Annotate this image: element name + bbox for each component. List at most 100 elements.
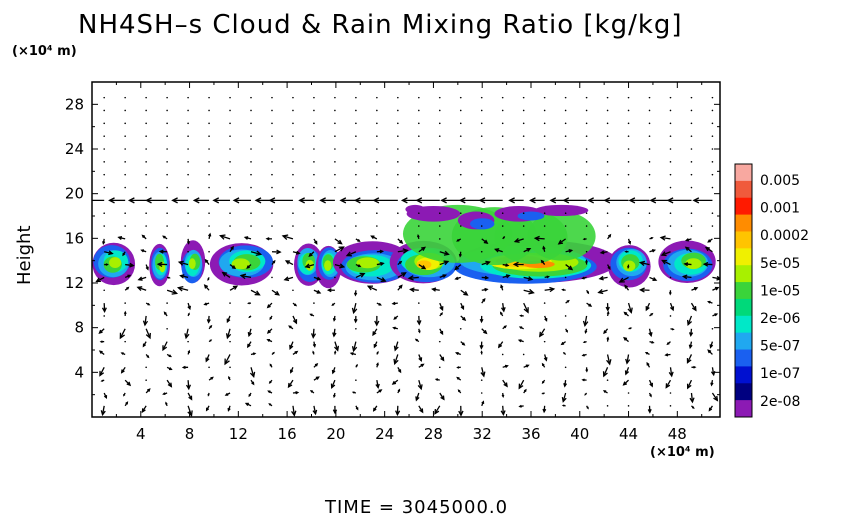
wind-arrow-head [660, 251, 667, 257]
wind-dot [397, 186, 399, 189]
wind-dot [606, 96, 609, 99]
x-tick-label: 12 [229, 425, 248, 443]
wind-arrow-head [649, 394, 652, 398]
wind-arrow-head [563, 383, 568, 388]
wind-arrow-head [208, 232, 212, 237]
wind-arrow-head [289, 369, 294, 374]
wind-arrow-head [272, 351, 275, 355]
wind-arrow-head [688, 332, 694, 337]
wind-arrow-head [494, 248, 500, 253]
y-tick-label: 8 [74, 319, 84, 337]
wind-dot [438, 238, 441, 240]
wind-arrow-head [339, 263, 346, 269]
wind-dot [669, 135, 672, 137]
wind-arrow-head [272, 259, 276, 264]
wind-dot [292, 186, 294, 189]
wind-dot [585, 161, 588, 163]
wind-arrow-head [397, 388, 401, 392]
wind-arrow-head [582, 320, 589, 328]
wind-dot [124, 96, 126, 99]
wind-arrow-head [247, 343, 251, 349]
wind-arrow-head [203, 284, 209, 289]
wind-dot [166, 96, 168, 99]
wind-dot [271, 173, 273, 176]
wind-dot [438, 173, 441, 176]
wind-arrow-head [624, 284, 628, 289]
wind-dot [208, 173, 210, 176]
wind-arrow-head [252, 352, 257, 356]
wind-arrow-head [339, 197, 347, 204]
wind-arrow-head [146, 388, 151, 392]
wind-dot [669, 225, 672, 227]
wind-dot [103, 135, 105, 137]
wind-arrow-head [171, 289, 179, 295]
wind-arrow [250, 367, 255, 377]
wind-arrow [119, 328, 126, 339]
wind-arrow-head [298, 197, 305, 204]
wind-arrow-head [585, 259, 588, 263]
wind-arrow-head [647, 409, 652, 414]
wind-arrow-head [291, 410, 297, 417]
wind-vectors [92, 96, 720, 417]
x-tick-label: 48 [668, 425, 687, 443]
wind-arrow [686, 354, 693, 363]
wind-dot [459, 122, 462, 125]
wind-dot [648, 122, 651, 125]
wind-arrow-head [586, 291, 590, 295]
wind-arrow [481, 367, 485, 377]
wind-dot [271, 135, 273, 137]
wind-arrow-head [357, 238, 361, 242]
wind-arrow-head [332, 394, 336, 399]
wind-arrow [598, 289, 608, 294]
wind-arrow-head [646, 361, 650, 366]
x-tick-label: 32 [473, 425, 492, 443]
wind-dot [627, 148, 630, 150]
colorbar-swatch [735, 315, 752, 334]
y-tick-label: 28 [65, 95, 84, 113]
wind-dot [313, 122, 315, 125]
wind-arrow-head [145, 197, 152, 204]
wind-arrow-head [246, 265, 250, 269]
wind-arrow [240, 274, 252, 279]
wind-arrow-head [439, 330, 444, 336]
wind-arrow-head [145, 266, 149, 271]
wind-arrow-head [581, 276, 585, 280]
wind-arrow-head [224, 358, 230, 366]
wind-dot [103, 148, 105, 150]
wind-dot [690, 173, 693, 176]
wind-dot [187, 225, 189, 227]
wind-dot [606, 212, 609, 215]
wind-arrow-head [669, 306, 675, 312]
wind-dot [459, 135, 462, 137]
wind-arrow-head [568, 248, 574, 253]
wind-dot [606, 109, 609, 112]
wind-dot [187, 250, 189, 253]
wind-arrow-head [351, 391, 355, 394]
wind-arrow-head [168, 354, 173, 358]
wind-dot [627, 109, 630, 112]
wind-dot [166, 327, 168, 330]
wind-arrow-head [618, 277, 625, 283]
wind-dot [585, 96, 588, 99]
wind-arrow-head [665, 383, 671, 389]
wind-arrow-head [142, 343, 147, 348]
wind-dot [355, 186, 357, 189]
wind-arrow-head [497, 343, 503, 349]
wind-arrow [226, 328, 231, 339]
wind-dot [208, 161, 210, 163]
wind-arrow-head [163, 311, 167, 315]
wind-dot [627, 225, 630, 227]
wind-dot [690, 122, 693, 125]
wind-arrow-head [276, 249, 282, 255]
wind-arrow [661, 251, 671, 256]
wind-dot [229, 122, 231, 125]
wind-arrow-head [374, 320, 380, 327]
wind-dot [564, 96, 567, 99]
wind-dot [585, 225, 588, 227]
wind-arrow [352, 302, 357, 313]
wind-dot [543, 186, 546, 189]
wind-arrow-head [255, 250, 263, 256]
wind-arrow-head [431, 287, 437, 292]
wind-dot [271, 96, 273, 99]
wind-arrow-head [129, 262, 135, 268]
